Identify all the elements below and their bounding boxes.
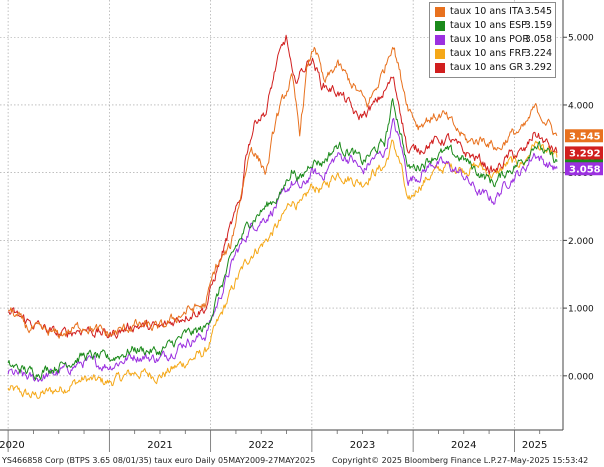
x-tick-label: 2022 <box>249 440 274 451</box>
series-line <box>7 117 558 383</box>
legend-item: taux 10 ans ITA 3.545 <box>433 5 552 19</box>
legend-series-value: 3.292 <box>524 62 552 73</box>
y-tick-label: 1.000 <box>568 305 594 315</box>
end-value-label: 3.545 <box>569 132 601 143</box>
x-tick-label: 2023 <box>350 440 375 451</box>
y-tick-label: 2.000 <box>568 237 594 247</box>
x-axis: 2020 2021 2022 2023 2024 2025 <box>0 429 563 452</box>
series-line <box>8 34 558 339</box>
end-value-tag <box>565 129 603 143</box>
series-line <box>7 98 558 381</box>
legend-series-value: 3.058 <box>524 34 552 45</box>
legend-swatch <box>435 49 445 59</box>
footer-source: YS466858 Corp (BTPS 3.65 08/01/35) taux … <box>2 456 316 465</box>
legend-item: taux 10 ans FRF 3.224 <box>433 47 552 61</box>
footer-timestamp: 27-May-2025 15:53:42 <box>497 456 589 465</box>
y-tick-label: 4.000 <box>568 101 594 111</box>
y-tick-label: 0.000 <box>568 372 594 382</box>
x-tick-label: 2025 <box>522 440 547 451</box>
legend-series-value: 3.159 <box>524 20 552 31</box>
legend-series-value: 3.545 <box>524 6 552 17</box>
x-tick-label: 2021 <box>147 440 172 451</box>
series-line <box>7 139 558 399</box>
end-value-label: 3.058 <box>569 165 601 176</box>
legend-series-value: 3.224 <box>524 48 552 59</box>
x-tick-label: 2024 <box>451 440 476 451</box>
x-tick-label: 2020 <box>0 440 25 451</box>
end-value-tag <box>565 162 603 176</box>
legend-series-name: taux 10 ans ESP <box>450 20 527 31</box>
legend-item: taux 10 ans ESP 3.159 <box>433 19 552 33</box>
legend-series-name: taux 10 ans FRF <box>450 48 527 59</box>
end-value-label: 3.292 <box>569 149 601 160</box>
y-tick-label: 5.000 <box>568 34 594 44</box>
legend-series-name: taux 10 ans GR <box>450 62 524 73</box>
legend-item: taux 10 ans POR 3.058 <box>433 33 552 47</box>
legend-swatch <box>435 7 445 17</box>
footer: YS466858 Corp (BTPS 3.65 08/01/35) taux … <box>0 455 604 467</box>
legend: taux 10 ans ITA 3.545 taux 10 ans ESP 3.159… <box>429 2 556 78</box>
legend-swatch <box>435 35 445 45</box>
end-value-tag <box>565 146 603 160</box>
legend-swatch <box>435 21 445 31</box>
legend-series-name: taux 10 ans POR <box>450 34 529 45</box>
legend-item: taux 10 ans GR 3.292 <box>433 61 552 75</box>
footer-copyright: Copyright© 2025 Bloomberg Finance L.P. <box>332 456 497 465</box>
legend-series-name: taux 10 ans ITA <box>450 6 524 17</box>
series-line <box>7 46 558 339</box>
series-lines <box>7 34 558 399</box>
legend-swatch <box>435 63 445 73</box>
